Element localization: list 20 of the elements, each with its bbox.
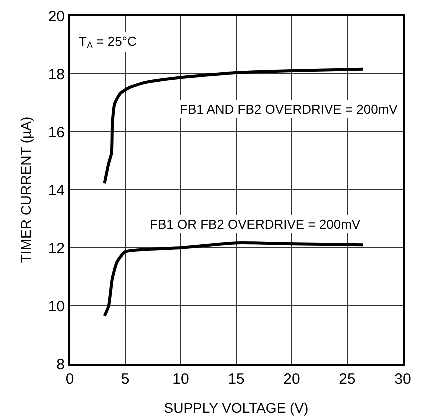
y-tick-label: 16 xyxy=(48,124,65,142)
x-tick-label: 15 xyxy=(228,371,245,388)
y-tick-label: 20 xyxy=(48,8,65,26)
y-axis-title: TIMER CURRENT (µA) xyxy=(18,116,34,264)
x-tick-label: 5 xyxy=(121,371,130,388)
x-tick-label: 20 xyxy=(284,371,300,388)
y-tick-label: 10 xyxy=(48,298,65,316)
x-axis-title: SUPPLY VOLTAGE (V) xyxy=(164,400,309,416)
line-series xyxy=(103,242,365,318)
x-tick-label: 25 xyxy=(339,371,356,388)
y-tick-label: 8 xyxy=(56,356,65,374)
x-tick-label: 0 xyxy=(66,371,74,388)
annotation: FB1 OR FB2 OVERDRIVE = 200mV xyxy=(150,217,361,232)
x-tick-label: 10 xyxy=(172,371,190,388)
y-tick-label: 12 xyxy=(48,240,65,258)
annotation: FB1 AND FB2 OVERDRIVE = 200mV xyxy=(180,102,398,117)
y-tick-label: 18 xyxy=(48,66,65,84)
annotation: T$_{A}$ = 25°C xyxy=(79,34,137,51)
x-tick-label: 30 xyxy=(394,371,412,388)
y-tick-label: 14 xyxy=(48,182,65,200)
